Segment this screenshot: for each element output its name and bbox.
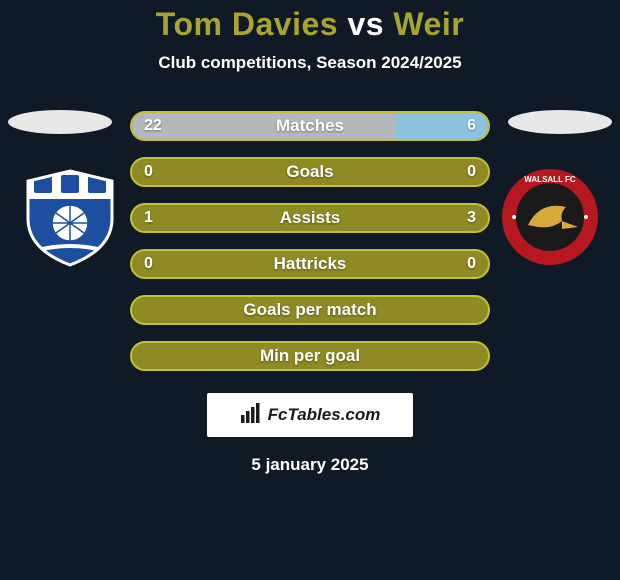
stat-row: Goals0 0	[130, 157, 490, 187]
stat-label: Assists	[132, 205, 488, 231]
stat-row: Assists1 3	[130, 203, 490, 233]
stat-row: Min per goal	[130, 341, 490, 371]
content-area: WALSALL FC Matches226Goals00Assists13Hat…	[0, 111, 620, 475]
svg-text:WALSALL FC: WALSALL FC	[524, 175, 576, 184]
stat-value-right: 0	[467, 159, 476, 185]
player2-head-silhouette	[508, 110, 612, 134]
stat-label: Goals	[132, 159, 488, 185]
date-label: 5 january 2025	[0, 455, 620, 475]
stat-label: Hattricks	[132, 251, 488, 277]
fctables-logo-icon	[240, 402, 262, 429]
brand-box: FcTables.com	[207, 393, 413, 437]
player2-name: Weir	[393, 6, 464, 42]
stat-label: Goals per match	[132, 297, 488, 323]
brand-text: FcTables.com	[268, 405, 381, 425]
stat-value-right: 6	[467, 113, 476, 139]
stat-label: Min per goal	[132, 343, 488, 369]
stat-value-right: 0	[467, 251, 476, 277]
page-title: Tom Davies vs Weir	[0, 0, 620, 43]
player1-club-crest	[20, 167, 120, 267]
walsall-crest-icon: WALSALL FC	[500, 167, 600, 267]
vs-label: vs	[347, 6, 384, 42]
stat-value-left: 1	[144, 205, 153, 231]
tranmere-crest-icon	[20, 167, 120, 267]
stat-row: Hattricks0 0	[130, 249, 490, 279]
player1-name: Tom Davies	[156, 6, 338, 42]
stat-value-left: 0	[144, 251, 153, 277]
stat-value-left: 0	[144, 159, 153, 185]
player1-head-silhouette	[8, 110, 112, 134]
subtitle: Club competitions, Season 2024/2025	[0, 53, 620, 73]
stat-label: Matches	[132, 113, 488, 139]
stat-value-right: 3	[467, 205, 476, 231]
player2-club-crest: WALSALL FC	[500, 167, 600, 267]
stat-bars: Matches226Goals00Assists13Hattricks00Goa…	[130, 111, 490, 371]
comparison-card: Tom Davies vs Weir Club competitions, Se…	[0, 0, 620, 580]
stat-value-left: 22	[144, 113, 162, 139]
stat-row: Matches22 6	[130, 111, 490, 141]
stat-row: Goals per match	[130, 295, 490, 325]
